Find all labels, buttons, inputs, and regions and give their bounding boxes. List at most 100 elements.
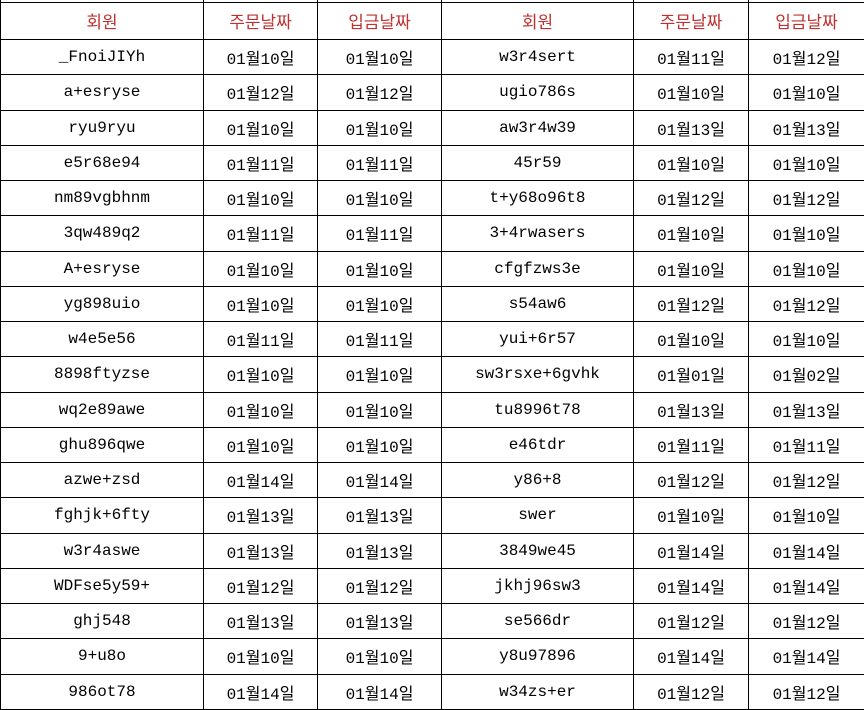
order-date-cell: 01월12일: [633, 673, 749, 710]
payment-date-cell: 01월10일: [748, 320, 864, 358]
order-date-cell: 01월13일: [203, 532, 318, 569]
column-header-member-left: 회원: [0, 2, 204, 40]
payment-date-cell: 01월10일: [317, 285, 442, 323]
order-date-cell: 01월11일: [633, 38, 749, 76]
order-date-cell: 01월10일: [203, 250, 318, 287]
payment-date-cell: 01월12일: [748, 673, 864, 710]
column-header-member-right: 회원: [441, 2, 634, 40]
column-header-payment-date-left: 입금날짜: [317, 2, 442, 40]
order-date-cell: 01월10일: [203, 426, 318, 464]
member-cell: w34zs+er: [441, 673, 634, 710]
order-date-cell: 01월10일: [203, 356, 318, 393]
payment-date-cell: 01월12일: [748, 179, 864, 217]
payment-date-cell: 01월10일: [317, 356, 442, 393]
member-cell: t+y68o96t8: [441, 179, 634, 217]
payment-date-cell: 01월13일: [317, 602, 442, 640]
table-row: A+esryse 01월10일 01월10일 cfgfzws3e 01월10일 01월10…: [0, 250, 864, 287]
member-cell: nm89vgbhnm: [0, 179, 204, 217]
table-row: w4e5e56 01월11일 01월11일 yui+6r57 01월10일 01월10일: [0, 320, 864, 358]
order-date-cell: 01월14일: [633, 567, 749, 605]
order-date-cell: 01월11일: [203, 144, 318, 182]
order-date-cell: 01월14일: [633, 532, 749, 569]
table-row: fghjk+6fty 01월13일 01월13일 swer 01월10일 01월10일: [0, 497, 864, 534]
order-date-cell: 01월14일: [203, 461, 318, 499]
member-cell: wq2e89awe: [0, 391, 204, 428]
table-row: ghu896qwe 01월10일 01월10일 e46tdr 01월11일 01월11일: [0, 426, 864, 464]
payment-date-cell: 01월12일: [748, 602, 864, 640]
member-cell: s54aw6: [441, 285, 634, 323]
member-cell: 986ot78: [0, 673, 204, 710]
order-date-cell: 01월10일: [203, 109, 318, 146]
header-row: 회원 주문날짜 입금날짜 회원 주문날짜 입금날짜: [0, 2, 864, 40]
column-header-order-date-left: 주문날짜: [203, 2, 318, 40]
member-cell: fghjk+6fty: [0, 497, 204, 534]
table-row: ghj548 01월13일 01월13일 se566dr 01월12일 01월12일: [0, 602, 864, 640]
order-date-cell: 01월12일: [633, 179, 749, 217]
order-date-cell: 01월10일: [633, 74, 749, 111]
member-cell: w4e5e56: [0, 320, 204, 358]
member-cell: _FnoiJIYh: [0, 38, 204, 76]
table-row: w3r4aswe 01월13일 01월13일 3849we45 01월14일 01월14일: [0, 532, 864, 569]
order-date-cell: 01월10일: [203, 285, 318, 323]
order-date-cell: 01월10일: [633, 144, 749, 182]
member-cell: ryu9ryu: [0, 109, 204, 146]
payment-date-cell: 01월14일: [748, 532, 864, 569]
order-date-cell: 01월13일: [633, 391, 749, 428]
table-row: nm89vgbhnm 01월10일 01월10일 t+y68o96t8 01월12일 01…: [0, 179, 864, 217]
table-row: azwe+zsd 01월14일 01월14일 y86+8 01월12일 01월12일: [0, 461, 864, 499]
member-cell: e5r68e94: [0, 144, 204, 182]
payment-date-cell: 01월10일: [317, 638, 442, 675]
column-header-payment-date-right: 입금날짜: [748, 2, 864, 40]
order-date-cell: 01월11일: [203, 320, 318, 358]
order-date-cell: 01월14일: [633, 638, 749, 675]
table-row: 986ot78 01월14일 01월14일 w34zs+er 01월12일 01월12일: [0, 673, 864, 710]
payment-date-cell: 01월13일: [317, 497, 442, 534]
payment-date-cell: 01월14일: [748, 567, 864, 605]
payment-date-cell: 01월12일: [317, 74, 442, 111]
order-date-cell: 01월10일: [203, 179, 318, 217]
order-date-cell: 01월10일: [633, 215, 749, 252]
payment-date-cell: 01월10일: [317, 250, 442, 287]
member-cell: 3+4rwasers: [441, 215, 634, 252]
member-cell: 45r59: [441, 144, 634, 182]
order-date-cell: 01월10일: [633, 320, 749, 358]
order-date-cell: 01월13일: [203, 602, 318, 640]
member-cell: cfgfzws3e: [441, 250, 634, 287]
order-date-cell: 01월10일: [633, 497, 749, 534]
member-cell: WDFse5y59+: [0, 567, 204, 605]
member-cell: swer: [441, 497, 634, 534]
payment-date-cell: 01월12일: [317, 567, 442, 605]
payment-date-cell: 01월11일: [748, 426, 864, 464]
payment-date-cell: 01월10일: [748, 250, 864, 287]
payment-date-cell: 01월10일: [748, 74, 864, 111]
payment-date-cell: 01월11일: [317, 215, 442, 252]
table-row: e5r68e94 01월11일 01월11일 45r59 01월10일 01월10일: [0, 144, 864, 182]
member-cell: ghj548: [0, 602, 204, 640]
order-date-cell: 01월10일: [203, 391, 318, 428]
member-cell: jkhj96sw3: [441, 567, 634, 605]
table-row: _FnoiJIYh 01월10일 01월10일 w3r4sert 01월11일 01월12…: [0, 38, 864, 76]
table-body: _FnoiJIYh 01월10일 01월10일 w3r4sert 01월11일 01월12…: [0, 38, 864, 710]
order-date-cell: 01월13일: [203, 497, 318, 534]
member-cell: tu8996t78: [441, 391, 634, 428]
member-cell: 8898ftyzse: [0, 356, 204, 393]
payment-date-cell: 01월13일: [317, 532, 442, 569]
member-cell: yui+6r57: [441, 320, 634, 358]
member-cell: 3849we45: [441, 532, 634, 569]
payment-date-cell: 01월14일: [748, 638, 864, 675]
order-date-cell: 01월10일: [203, 38, 318, 76]
table-row: yg898uio 01월10일 01월10일 s54aw6 01월12일 01월12일: [0, 285, 864, 323]
payment-date-cell: 01월10일: [748, 215, 864, 252]
payment-date-cell: 01월14일: [317, 673, 442, 710]
member-cell: e46tdr: [441, 426, 634, 464]
payment-date-cell: 01월10일: [317, 109, 442, 146]
table-row: a+esryse 01월12일 01월12일 ugio786s 01월10일 01월10일: [0, 74, 864, 111]
member-cell: a+esryse: [0, 74, 204, 111]
payment-date-cell: 01월10일: [317, 426, 442, 464]
order-date-cell: 01월14일: [203, 673, 318, 710]
payment-date-cell: 01월10일: [317, 38, 442, 76]
member-cell: aw3r4w39: [441, 109, 634, 146]
payment-date-cell: 01월10일: [748, 497, 864, 534]
member-cell: A+esryse: [0, 250, 204, 287]
